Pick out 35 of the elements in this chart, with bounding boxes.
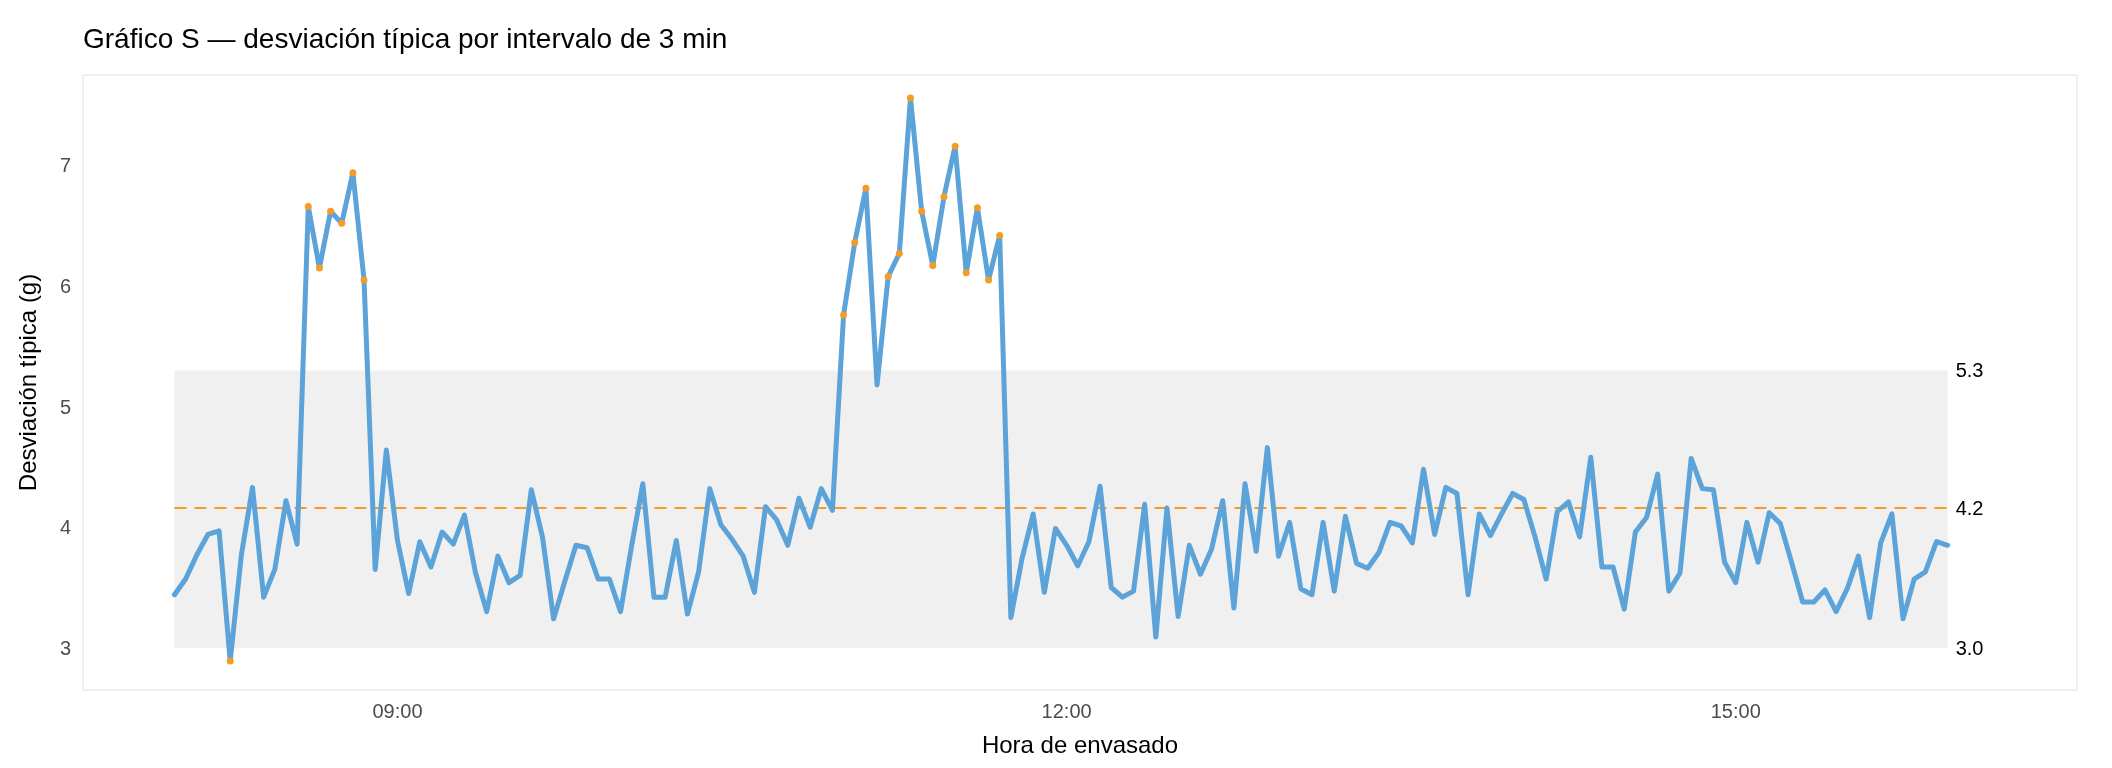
y-tick-label: 7 xyxy=(59,154,71,177)
point xyxy=(996,231,1004,239)
y-tick-label: 6 xyxy=(59,275,71,298)
point xyxy=(862,184,870,192)
point xyxy=(951,142,959,150)
point xyxy=(985,276,993,284)
point xyxy=(360,276,368,284)
y-tick-label: 5 xyxy=(59,395,71,418)
y-tick-label: 3 xyxy=(59,636,71,659)
point xyxy=(315,264,323,272)
point xyxy=(884,272,892,280)
point xyxy=(338,219,346,227)
point xyxy=(918,207,926,215)
point xyxy=(304,202,312,210)
point xyxy=(929,262,937,270)
point xyxy=(906,94,914,102)
x-tick-label: 12:00 xyxy=(1041,700,1092,722)
x-axis-title: Hora de envasado xyxy=(981,731,1179,758)
x-tick-label: 15:00 xyxy=(1710,700,1761,722)
point xyxy=(973,204,981,212)
chart-title: Gráfico S — desviación típica por intervalo de 3 min xyxy=(83,23,728,54)
point xyxy=(940,193,948,201)
ref-line-label: 4.2 xyxy=(1955,496,1984,519)
y-tick-label: 4 xyxy=(59,516,71,539)
point xyxy=(895,249,903,257)
point xyxy=(349,169,357,177)
point xyxy=(226,657,234,665)
point xyxy=(851,239,859,247)
x-tick-label: 09:00 xyxy=(372,700,423,722)
point xyxy=(962,269,970,277)
point xyxy=(840,311,848,319)
point xyxy=(327,207,335,215)
annotation: 5.3 xyxy=(1955,359,1984,382)
y-axis-title: Desviación típica (g) xyxy=(14,273,41,492)
annotation: 3.0 xyxy=(1955,636,1984,659)
